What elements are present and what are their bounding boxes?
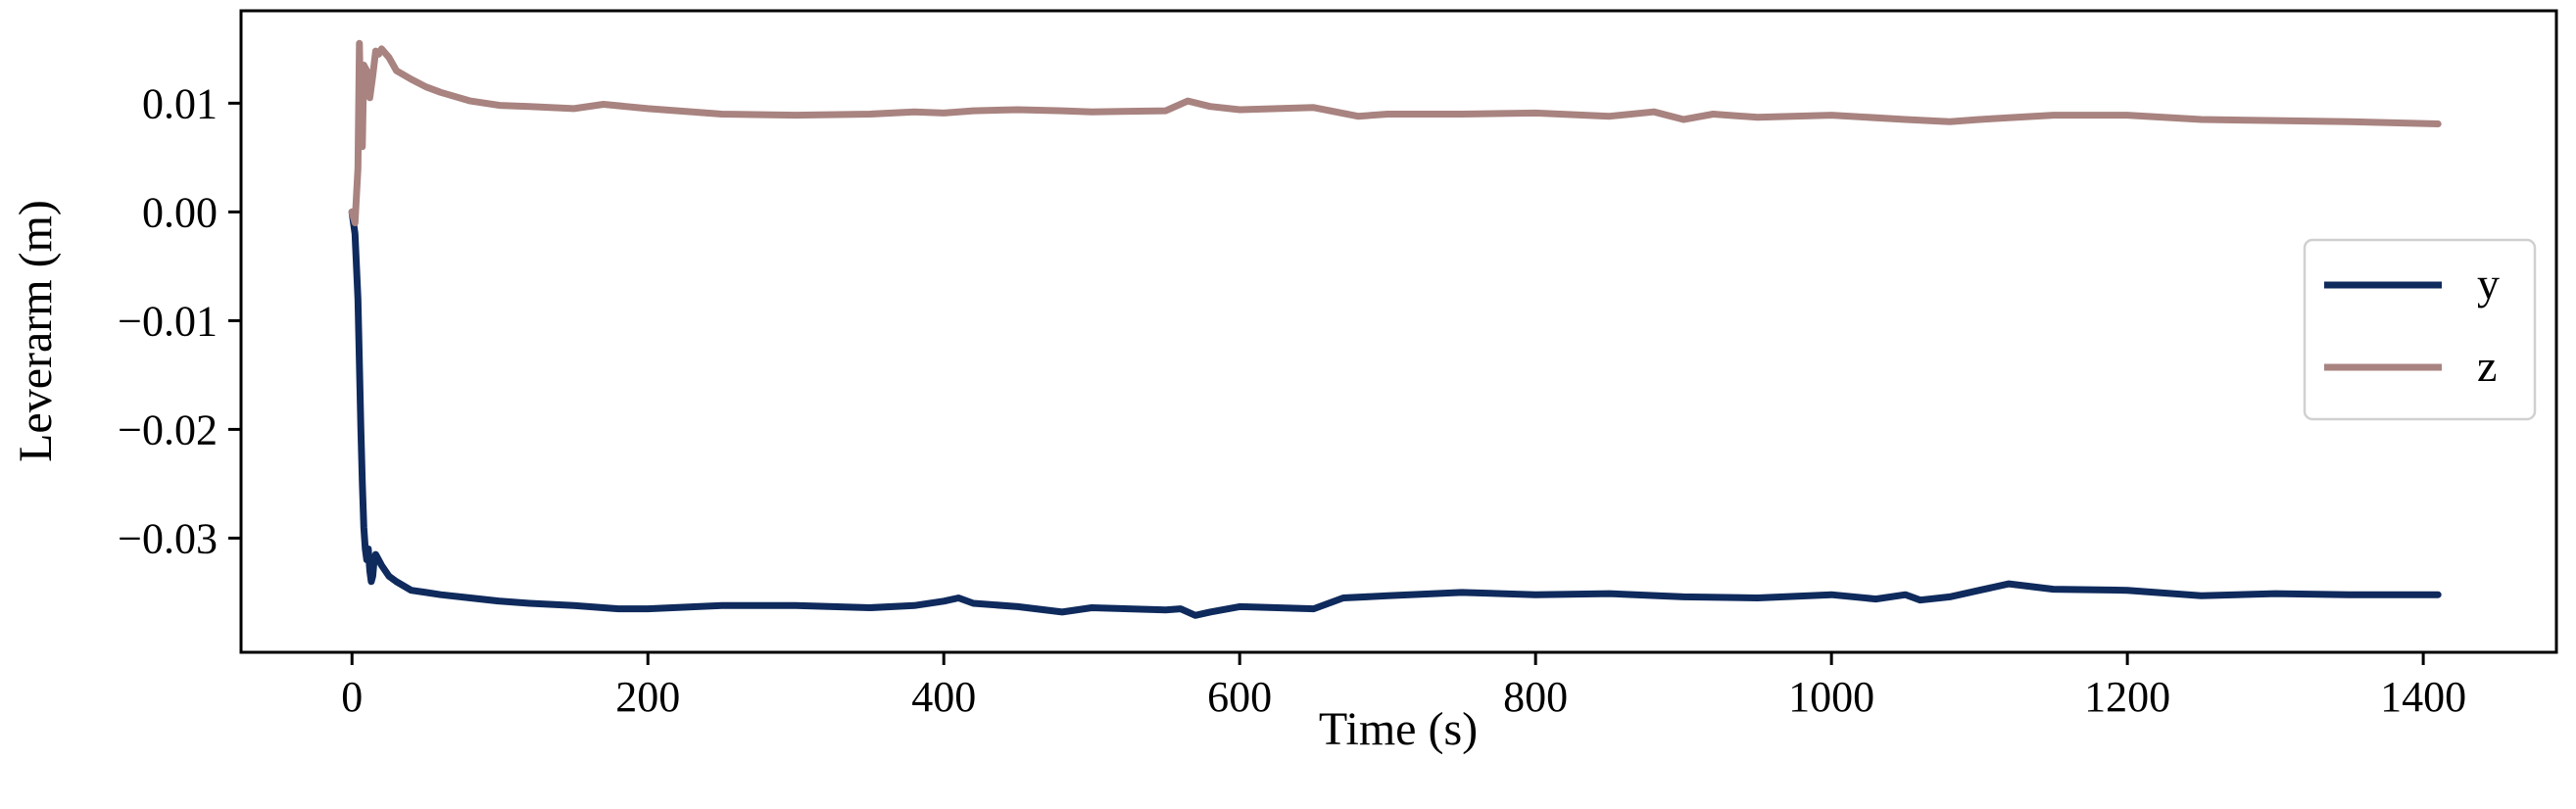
y-axis: 0.01 0.00 −0.01 −0.02 −0.03 [118, 79, 241, 562]
x-tick-label: 1400 [2380, 673, 2466, 721]
y-tick-label: 0.00 [142, 188, 218, 236]
y-tick-label: 0.01 [142, 79, 218, 127]
y-tick-label: −0.01 [118, 297, 218, 345]
legend-label-z: z [2477, 341, 2497, 391]
x-tick-label: 0 [341, 673, 363, 721]
y-tick-label: −0.03 [118, 514, 218, 562]
legend-box [2303, 238, 2537, 421]
x-tick-label: 200 [615, 673, 680, 721]
x-tick-label: 1000 [1788, 673, 1874, 721]
legend: yz [2303, 238, 2537, 421]
x-tick-label: 400 [911, 673, 976, 721]
series-layer [348, 39, 2442, 619]
legend-label-y: y [2477, 259, 2500, 309]
y-axis-label: Leverarm (m) [10, 200, 62, 462]
x-tick-label: 800 [1503, 673, 1568, 721]
series-line-z [348, 39, 2442, 226]
x-tick-label: 600 [1207, 673, 1272, 721]
plot-frame [239, 9, 2558, 654]
series-line-y [348, 208, 2442, 619]
y-tick-label: −0.02 [118, 405, 218, 453]
x-axis-label: Time (s) [1319, 703, 1478, 755]
x-tick-label: 1200 [2084, 673, 2170, 721]
x-axis: 0 200 400 600 800 1000 1200 1400 [341, 652, 2466, 721]
